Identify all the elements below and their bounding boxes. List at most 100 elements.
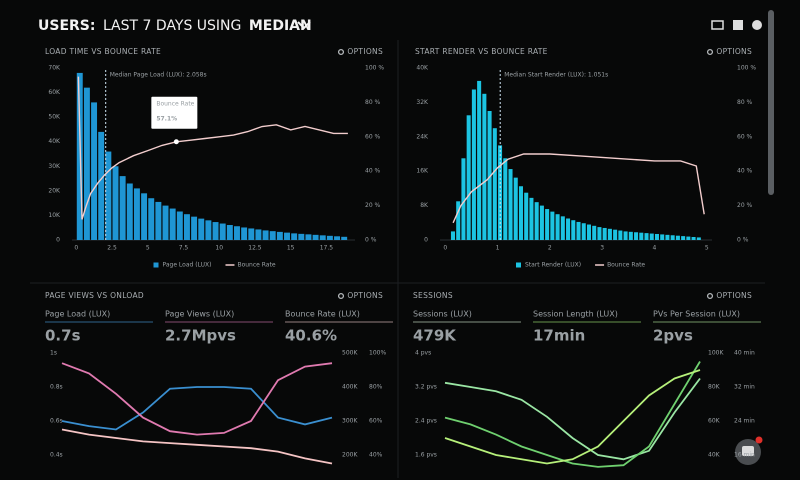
histogram-bar <box>234 226 240 240</box>
axis-tick-label: 500K <box>342 350 358 357</box>
histogram-bar <box>255 229 262 240</box>
histogram-bar <box>148 198 155 240</box>
histogram-bar <box>639 232 644 240</box>
help-icon[interactable] <box>752 20 762 30</box>
histogram-bar <box>126 183 133 240</box>
histogram-bar <box>524 192 529 240</box>
axis-tick-label: 16K <box>416 168 429 175</box>
axis-tick-label: 20 % <box>365 202 381 209</box>
histogram-bar <box>276 231 283 240</box>
histogram-bar <box>450 231 455 240</box>
histogram-bar <box>613 229 618 240</box>
axis-tick-label: 400K <box>342 384 358 391</box>
histogram-bar <box>513 177 518 240</box>
axis-tick-label: 20K <box>48 187 61 194</box>
histogram-bar <box>571 220 576 240</box>
histogram-bar <box>566 218 571 240</box>
kpi-label: Page Views (LUX) <box>165 310 234 319</box>
histogram-bar <box>482 93 487 240</box>
axis-tick-label: 200K <box>342 452 358 459</box>
histogram-bar <box>456 201 461 240</box>
x-tick-label: 10 <box>215 245 223 252</box>
histogram-bar <box>312 234 319 240</box>
kpi-label: PVs Per Session (LUX) <box>653 310 740 319</box>
histogram-bar <box>176 211 183 240</box>
x-tick-label: 5 <box>146 245 150 252</box>
histogram-bar <box>326 235 333 240</box>
options-button[interactable]: OPTIONS <box>347 47 383 56</box>
axis-tick-label: 60 % <box>737 133 753 140</box>
histogram-bar <box>466 115 471 240</box>
axis-tick-label: 32K <box>416 99 429 106</box>
options-button[interactable]: OPTIONS <box>716 291 752 300</box>
axis-tick-label: 40 % <box>365 168 381 175</box>
series-line <box>61 386 333 431</box>
axis-tick-label: 40K <box>708 452 721 459</box>
kpi-label: Page Load (LUX) <box>45 310 110 319</box>
axis-tick-label: 10K <box>48 212 61 219</box>
histogram-bar <box>169 208 176 240</box>
options-icon[interactable] <box>706 48 714 56</box>
axis-tick-label: 16 min <box>734 452 755 459</box>
axis-tick-label: 1.6 pvs <box>415 452 437 459</box>
histogram-bar <box>319 235 326 240</box>
histogram-bar <box>539 205 544 240</box>
bounce-rate-line <box>77 76 348 220</box>
series-line <box>61 362 333 436</box>
axis-tick-label: 40K <box>416 65 429 72</box>
kpi-value: 40.6% <box>285 327 337 345</box>
histogram-bar <box>518 186 523 240</box>
histogram-bar <box>471 89 476 240</box>
tooltip-point <box>173 139 179 145</box>
options-icon[interactable] <box>337 48 345 56</box>
image-icon[interactable] <box>733 20 743 30</box>
histogram-bar <box>691 236 696 240</box>
histogram-bar <box>191 216 198 240</box>
histogram-bar <box>212 222 219 240</box>
options-icon[interactable] <box>337 292 345 300</box>
axis-tick-label: 4 pvs <box>415 350 431 357</box>
axis-tick-label: 300K <box>342 418 358 425</box>
median-annotation: Median Page Load (LUX): 2.058s <box>110 72 207 79</box>
panel-title: LOAD TIME VS BOUNCE RATE <box>45 47 161 56</box>
axis-tick-label: 50K <box>48 114 61 121</box>
histogram-bar <box>269 231 276 240</box>
histogram-bar <box>226 225 233 240</box>
panel-title: PAGE VIEWS VS ONLOAD <box>45 291 144 300</box>
axis-tick-label: 40 min <box>734 350 755 357</box>
axis-tick-label: 2.4 pvs <box>415 418 437 425</box>
histogram-bar <box>305 234 312 240</box>
axis-tick-label: 1s <box>50 350 57 357</box>
title-median[interactable]: MEDIAN <box>249 18 312 34</box>
histogram-bar <box>498 145 503 240</box>
histogram-bar <box>529 197 534 240</box>
axis-tick-label: 60 % <box>365 133 381 140</box>
options-icon[interactable] <box>706 292 714 300</box>
x-tick-label: 15 <box>287 245 295 252</box>
axis-tick-label: 32 min <box>734 384 755 391</box>
axis-tick-label: 0 % <box>365 237 377 244</box>
kpi-label: Session Length (LUX) <box>533 310 618 319</box>
histogram-bar <box>284 232 290 240</box>
options-button[interactable]: OPTIONS <box>347 291 383 300</box>
x-tick-label: 5 <box>705 245 709 252</box>
axis-tick-label: 0 % <box>737 237 749 244</box>
legend-swatch <box>153 262 159 268</box>
histogram-bar <box>686 236 691 240</box>
dropdown-chevron[interactable] <box>297 21 311 30</box>
histogram-bar <box>654 233 659 240</box>
monitor-icon[interactable] <box>711 20 724 30</box>
axis-tick-label: 70K <box>48 65 61 72</box>
axis-tick-label: 0.4s <box>50 452 63 459</box>
title-range: LAST 7 DAYS USING <box>103 18 241 34</box>
bounce-rate-line <box>452 153 705 224</box>
series-line <box>444 369 701 465</box>
axis-tick-label: 60% <box>369 418 383 425</box>
options-button[interactable]: OPTIONS <box>716 47 752 56</box>
title-users: USERS: <box>38 18 95 34</box>
axis-tick-label: 100 % <box>365 65 384 72</box>
axis-tick-label: 0 <box>424 237 428 244</box>
scrollbar[interactable] <box>768 10 774 195</box>
histogram-bar <box>602 227 607 240</box>
